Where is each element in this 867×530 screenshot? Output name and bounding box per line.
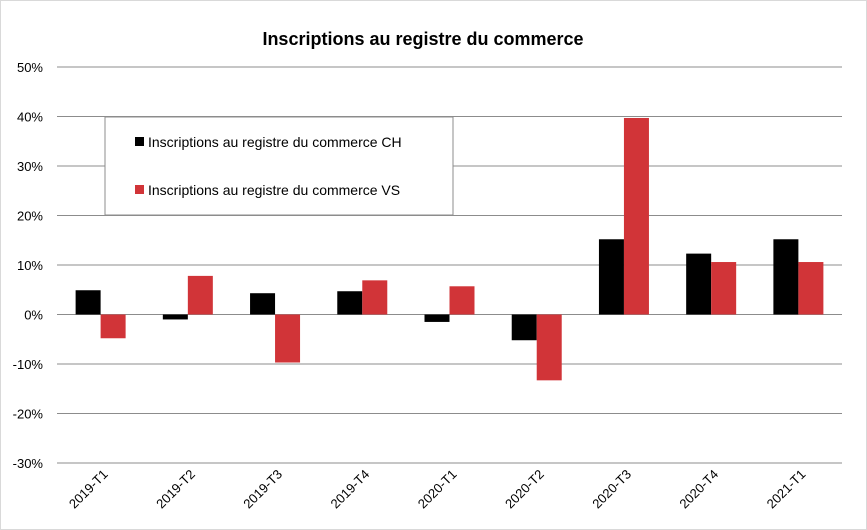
bar-ch [250, 293, 276, 315]
x-tick-label: 2019-T4 [328, 467, 373, 512]
x-tick-label: 2020-T1 [415, 467, 460, 512]
y-tick-label: 20% [17, 209, 43, 224]
x-tick-label: 2019-T3 [240, 467, 285, 512]
x-tick-label: 2021-T1 [764, 467, 809, 512]
x-tick-label: 2020-T4 [676, 467, 721, 512]
y-tick-label: 0% [24, 308, 43, 323]
bar-ch [511, 314, 537, 341]
y-axis-ticks: -30% -20% -10% 0% 10% 20% 30% 40% 50% [13, 60, 44, 471]
bar-vs [536, 314, 562, 381]
y-tick-label: 40% [17, 110, 43, 125]
legend-box [104, 116, 454, 216]
bar-vs [187, 275, 213, 315]
bar-vs [362, 280, 388, 315]
bar-vs [798, 262, 824, 315]
y-tick-label: 10% [17, 258, 43, 273]
bar-vs [100, 314, 126, 339]
legend-swatch [135, 185, 144, 194]
bars [75, 117, 824, 381]
legend: Inscriptions au registre du commerce CH I… [104, 116, 454, 216]
y-tick-label: -10% [13, 357, 44, 372]
bar-ch [337, 291, 363, 315]
y-tick-label: 30% [17, 159, 43, 174]
bar-vs [275, 314, 301, 363]
x-tick-label: 2019-T1 [66, 467, 111, 512]
x-tick-label: 2020-T2 [502, 467, 547, 512]
bar-ch [773, 239, 799, 315]
y-tick-label: 50% [17, 60, 43, 75]
bar-vs [623, 117, 649, 315]
y-tick-label: -30% [13, 456, 44, 471]
x-tick-label: 2019-T2 [153, 467, 198, 512]
chart-title: Inscriptions au registre du commerce [262, 29, 583, 49]
bar-vs [449, 286, 475, 315]
legend-swatch [135, 137, 144, 146]
x-tick-label: 2020-T3 [589, 467, 634, 512]
x-axis-ticks: 2019-T1 2019-T2 2019-T3 2019-T4 2020-T1 2020-… [66, 467, 809, 512]
bar-ch [75, 290, 101, 315]
bar-ch [686, 253, 712, 315]
bar-vs [711, 262, 737, 315]
bar-ch [162, 314, 188, 320]
bar-ch [598, 239, 624, 315]
y-tick-label: -20% [13, 407, 44, 422]
legend-label: Inscriptions au registre du commerce CH [148, 134, 402, 150]
bar-ch [424, 314, 450, 322]
legend-label: Inscriptions au registre du commerce VS [148, 182, 400, 198]
